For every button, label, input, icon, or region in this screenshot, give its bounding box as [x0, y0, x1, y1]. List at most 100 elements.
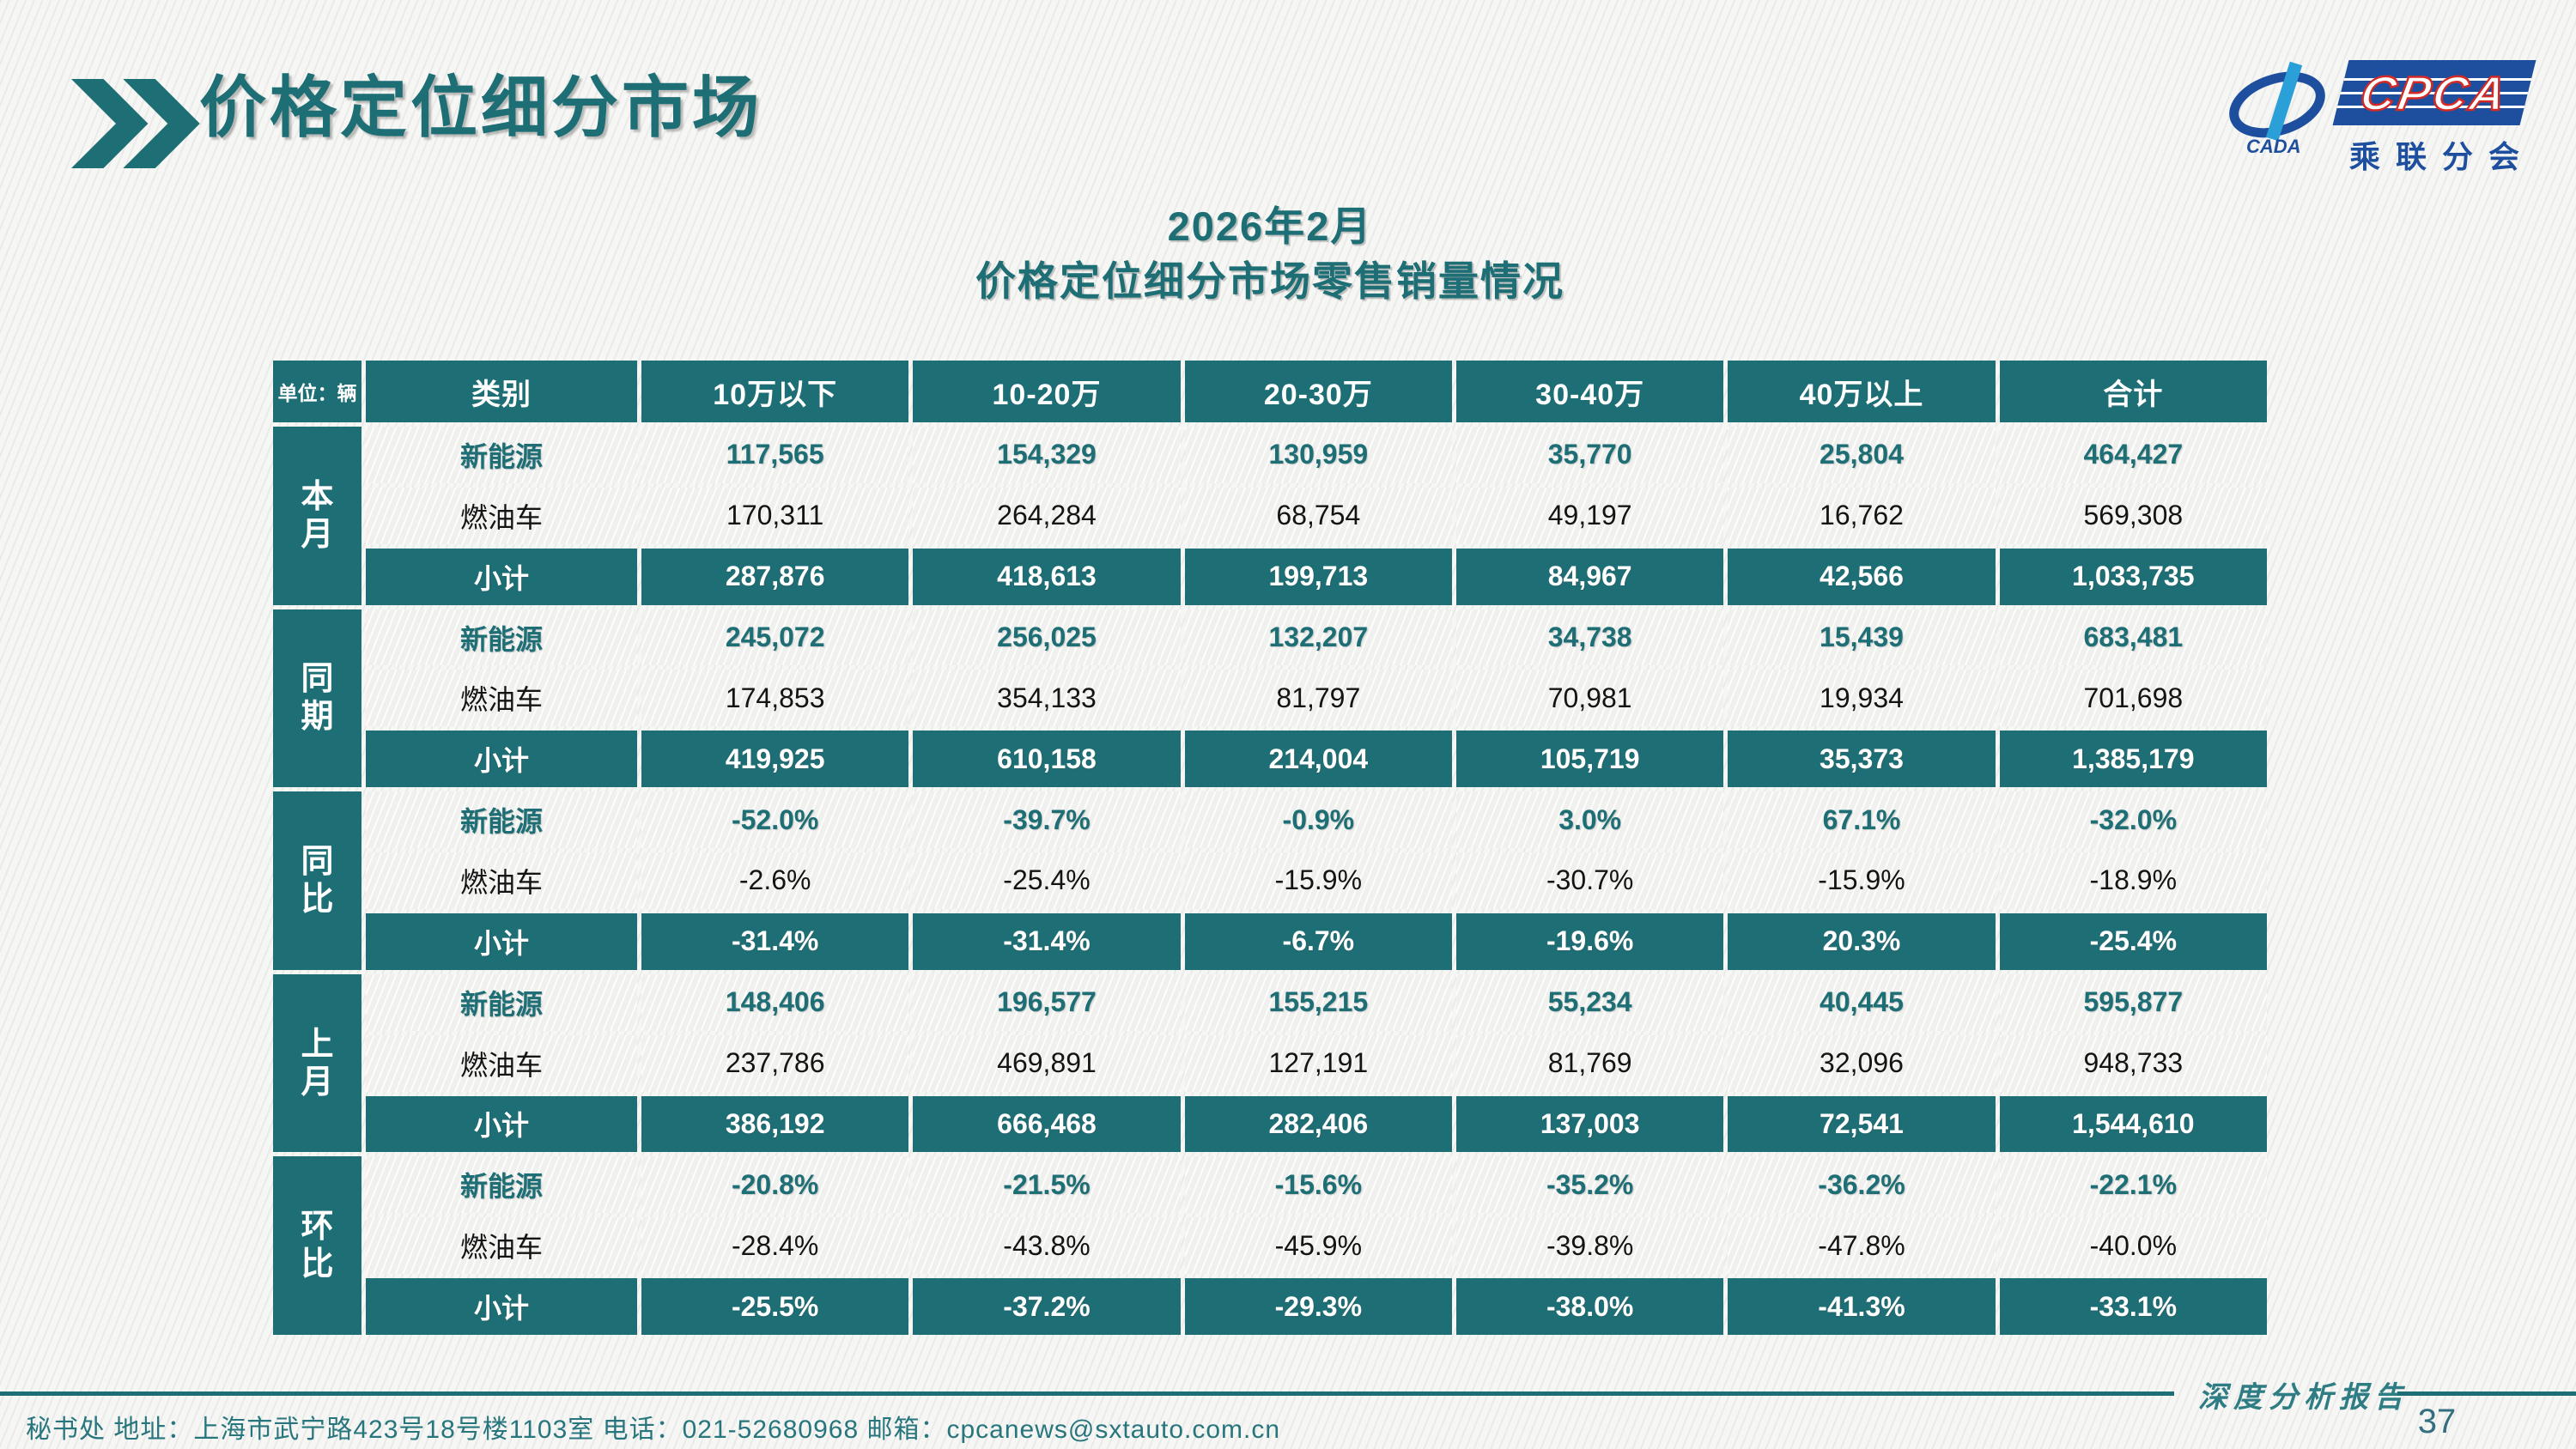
- price-table: 单位：辆 类别 10万以下 10-20万 20-30万 30-40万 40万以上 合计本月新能…: [273, 361, 2267, 1335]
- value-cell: 1,033,735: [1999, 548, 2267, 605]
- cpca-badge: CPCA: [2332, 60, 2537, 125]
- row-label: 小计: [366, 912, 637, 970]
- value-cell: 948,733: [1999, 1034, 2267, 1092]
- value-cell: 595,877: [1999, 973, 2267, 1031]
- row-label: 小计: [366, 548, 637, 605]
- value-cell: 287,876: [641, 548, 909, 605]
- footer-contact: 秘书处 地址：上海市武宁路423号18号楼1103室 电话：021-526809…: [26, 1416, 1281, 1444]
- value-cell: 34,738: [1456, 609, 1724, 666]
- row-label: 燃油车: [366, 1034, 637, 1092]
- value-cell: 354,133: [913, 670, 1181, 727]
- col-header: 40万以上: [1728, 361, 1996, 422]
- value-cell: 20.3%: [1728, 912, 1996, 970]
- value-cell: 237,786: [641, 1034, 909, 1092]
- value-cell: 1,385,179: [1999, 731, 2267, 788]
- value-cell: 42,566: [1728, 548, 1996, 605]
- col-header: 30-40万: [1456, 361, 1724, 422]
- group-label: 同比: [273, 791, 361, 970]
- value-cell: -0.9%: [1184, 791, 1452, 849]
- value-cell: 68,754: [1184, 487, 1452, 544]
- unit-label: 单位：辆: [273, 361, 361, 422]
- value-cell: 170,311: [641, 487, 909, 544]
- col-header: 类别: [366, 361, 637, 422]
- row-label: 燃油车: [366, 852, 637, 909]
- value-cell: 245,072: [641, 609, 909, 666]
- value-cell: -6.7%: [1184, 912, 1452, 970]
- value-cell: 35,373: [1728, 731, 1996, 788]
- cpca-logo: CADA CPCA 乘联分会: [2227, 60, 2537, 177]
- value-cell: 130,959: [1184, 427, 1452, 483]
- value-cell: -19.6%: [1456, 912, 1724, 970]
- value-cell: 32,096: [1728, 1034, 1996, 1092]
- value-cell: -38.0%: [1456, 1278, 1724, 1335]
- value-cell: -37.2%: [913, 1278, 1181, 1335]
- row-label: 燃油车: [366, 1217, 637, 1275]
- col-header: 10万以下: [641, 361, 909, 422]
- row-label: 新能源: [366, 609, 637, 666]
- page-title: 价格定位细分市场: [199, 70, 763, 145]
- value-cell: 15,439: [1728, 609, 1996, 666]
- value-cell: -45.9%: [1184, 1217, 1452, 1275]
- value-cell: 569,308: [1999, 487, 2267, 544]
- row-label: 小计: [366, 1278, 637, 1335]
- value-cell: 70,981: [1456, 670, 1724, 727]
- table-title-line1: 2026年2月: [1167, 203, 1373, 249]
- row-label: 小计: [366, 1095, 637, 1153]
- value-cell: -39.8%: [1456, 1217, 1724, 1275]
- cpca-text: CPCA: [2355, 64, 2513, 121]
- row-label: 燃油车: [366, 487, 637, 544]
- value-cell: 84,967: [1456, 548, 1724, 605]
- value-cell: 256,025: [913, 609, 1181, 666]
- value-cell: 137,003: [1456, 1095, 1724, 1153]
- row-label: 新能源: [366, 1156, 637, 1214]
- row-label: 新能源: [366, 973, 637, 1031]
- value-cell: 154,329: [913, 427, 1181, 483]
- value-cell: -15.9%: [1728, 852, 1996, 909]
- value-cell: -28.4%: [641, 1217, 909, 1275]
- value-cell: 419,925: [641, 731, 909, 788]
- value-cell: 469,891: [913, 1034, 1181, 1092]
- value-cell: 49,197: [1456, 487, 1724, 544]
- value-cell: 55,234: [1456, 973, 1724, 1031]
- group-label: 环比: [273, 1156, 361, 1335]
- page-number: 37: [2417, 1403, 2457, 1440]
- value-cell: 701,698: [1999, 670, 2267, 727]
- value-cell: -22.1%: [1999, 1156, 2267, 1214]
- value-cell: -35.2%: [1456, 1156, 1724, 1214]
- value-cell: 127,191: [1184, 1034, 1452, 1092]
- value-cell: 16,762: [1728, 487, 1996, 544]
- value-cell: 214,004: [1184, 731, 1452, 788]
- value-cell: -2.6%: [641, 852, 909, 909]
- value-cell: 464,427: [1999, 427, 2267, 483]
- value-cell: -32.0%: [1999, 791, 2267, 849]
- value-cell: 174,853: [641, 670, 909, 727]
- cada-text: CADA: [2246, 136, 2301, 156]
- value-cell: -25.5%: [641, 1278, 909, 1335]
- value-cell: 196,577: [913, 973, 1181, 1031]
- value-cell: -25.4%: [1999, 912, 2267, 970]
- value-cell: 683,481: [1999, 609, 2267, 666]
- value-cell: 81,769: [1456, 1034, 1724, 1092]
- value-cell: 148,406: [641, 973, 909, 1031]
- value-cell: -15.9%: [1184, 852, 1452, 909]
- value-cell: 67.1%: [1728, 791, 1996, 849]
- value-cell: -20.8%: [641, 1156, 909, 1214]
- value-cell: -36.2%: [1728, 1156, 1996, 1214]
- value-cell: 40,445: [1728, 973, 1996, 1031]
- value-cell: 666,468: [913, 1095, 1181, 1153]
- group-label: 上月: [273, 973, 361, 1153]
- value-cell: -40.0%: [1999, 1217, 2267, 1275]
- report-type-label: 深度分析报告: [2198, 1382, 2409, 1414]
- value-cell: 1,544,610: [1999, 1095, 2267, 1153]
- col-header: 10-20万: [913, 361, 1181, 422]
- value-cell: -21.5%: [913, 1156, 1181, 1214]
- value-cell: 418,613: [913, 548, 1181, 605]
- value-cell: 386,192: [641, 1095, 909, 1153]
- cada-mark-icon: CADA: [2229, 61, 2325, 156]
- row-label: 新能源: [366, 791, 637, 849]
- value-cell: -39.7%: [913, 791, 1181, 849]
- value-cell: 155,215: [1184, 973, 1452, 1031]
- double-chevron-icon: [71, 79, 200, 168]
- value-cell: -31.4%: [641, 912, 909, 970]
